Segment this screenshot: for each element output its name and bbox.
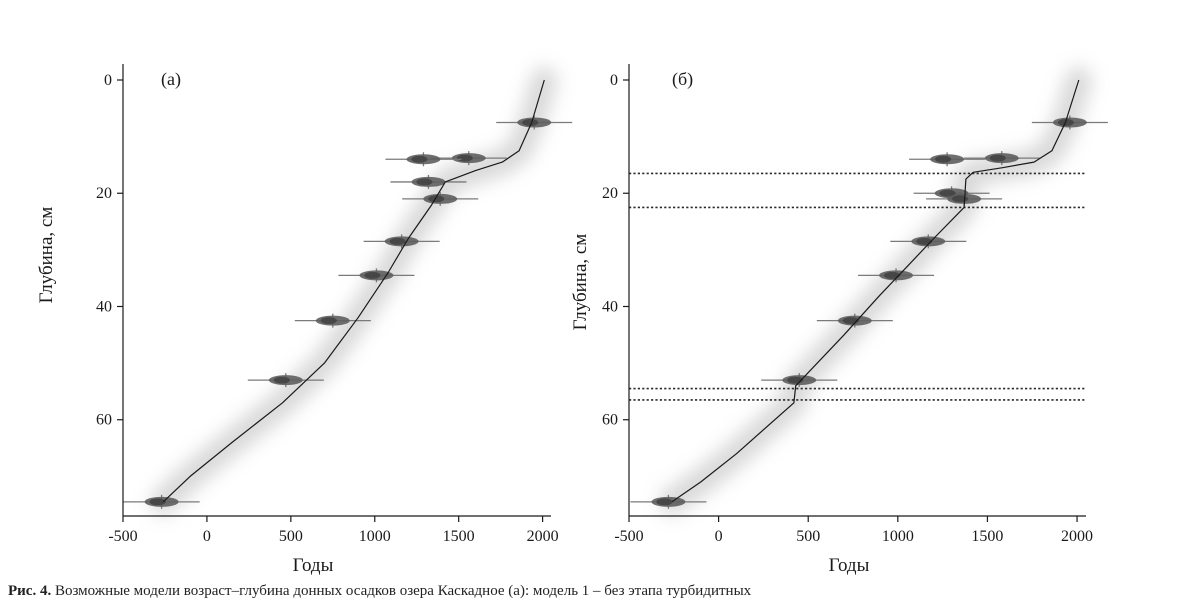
axes (623, 64, 1086, 522)
figure: -500 0 500 1000 1500 2000 0 20 40 60 (а) Годы Гл… (36, 64, 1108, 576)
y-tick-label: 20 (602, 185, 618, 202)
model-line-group (671, 79, 1080, 503)
date-blob-core (939, 189, 956, 197)
panel-a: -500 0 500 1000 1500 2000 0 20 40 60 (а) Годы Гл… (36, 64, 573, 576)
date-blob-core (320, 317, 337, 325)
date-marker (630, 494, 707, 509)
x-tick-label: 500 (796, 528, 820, 545)
y-tick-labels: 0 20 40 60 (96, 72, 112, 429)
model-line (162, 79, 545, 503)
date-marker (385, 152, 462, 167)
date-marker (123, 494, 200, 509)
date-blob-core (416, 178, 433, 186)
x-tick-labels: -500 0 500 1000 1500 2000 (108, 528, 558, 545)
date-blob-core (364, 271, 381, 279)
date-marker (1031, 115, 1108, 130)
date-marker (247, 373, 324, 388)
uncertainty-cloud-band (150, 67, 558, 515)
x-tick-label: 1500 (443, 528, 475, 545)
date-blob-core (935, 155, 952, 163)
x-tick-label: 0 (715, 528, 723, 545)
x-tick-label: 1000 (882, 528, 914, 545)
y-tick-label: 60 (602, 412, 618, 429)
y-axis-title: Глубина, см (36, 207, 57, 304)
date-blob-core (389, 237, 406, 245)
y-axis-title: Глубина, см (570, 234, 591, 331)
caption-text: Возможные модели возраст–глубина донных … (54, 583, 752, 599)
x-tick-label: 2000 (1061, 528, 1093, 545)
y-tick-label: 40 (96, 298, 112, 315)
uncertainty-cloud (659, 67, 1092, 515)
axes (117, 64, 551, 522)
panel-label: (а) (161, 69, 181, 90)
date-blob-core (522, 118, 539, 126)
panel-b: -500 0 500 1000 1500 2000 0 20 40 60 (б) Годы Гл… (570, 64, 1108, 576)
uncertainty-cloud (150, 67, 558, 515)
panel-label: (б) (672, 69, 693, 90)
y-tick-label: 0 (610, 72, 618, 89)
x-tick-label: -500 (108, 528, 137, 545)
date-blob-core (273, 376, 290, 384)
y-tick-label: 20 (96, 185, 112, 202)
date-marker (909, 152, 986, 167)
y-tick-labels: 0 20 40 60 (602, 72, 618, 429)
date-blob-core (916, 237, 933, 245)
date-blob-core (952, 195, 969, 203)
y-tick-label: 60 (96, 412, 112, 429)
x-tick-labels: -500 0 500 1000 1500 2000 (614, 528, 1093, 545)
date-marker (402, 191, 479, 206)
date-marker (890, 234, 967, 249)
x-tick-label: 1500 (971, 528, 1003, 545)
date-blob-core (656, 498, 673, 506)
date-blob-core (411, 155, 428, 163)
date-markers (123, 115, 573, 509)
date-marker (963, 151, 1040, 166)
caption-label: Рис. 4. (8, 583, 52, 599)
x-tick-label: 0 (203, 528, 211, 545)
model-line (671, 79, 1080, 503)
date-blob-core (989, 154, 1006, 162)
date-marker (294, 313, 371, 328)
x-tick-label: 1000 (359, 528, 391, 545)
x-tick-label: 500 (279, 528, 303, 545)
date-blob-core (456, 154, 473, 162)
date-marker (858, 268, 935, 283)
figure-caption: Рис. 4. Возможные модели возраст–глубина… (8, 583, 1192, 600)
date-marker (816, 313, 893, 328)
x-tick-label: 2000 (527, 528, 559, 545)
y-tick-label: 40 (602, 298, 618, 315)
date-marker (496, 115, 573, 130)
x-tick-label: -500 (614, 528, 643, 545)
date-blob-core (884, 271, 901, 279)
dotted-lines (629, 172, 1086, 401)
x-axis-title: Годы (829, 555, 870, 576)
uncertainty-cloud-band (659, 67, 1092, 515)
date-markers (630, 115, 1108, 509)
model-line-group (162, 79, 545, 503)
date-marker (761, 373, 838, 388)
date-blob-core (149, 498, 166, 506)
date-marker (363, 234, 440, 249)
x-axis-title: Годы (293, 555, 334, 576)
date-blob-core (428, 195, 445, 203)
date-marker (390, 174, 467, 189)
y-tick-label: 0 (104, 72, 112, 89)
date-marker (913, 186, 990, 201)
